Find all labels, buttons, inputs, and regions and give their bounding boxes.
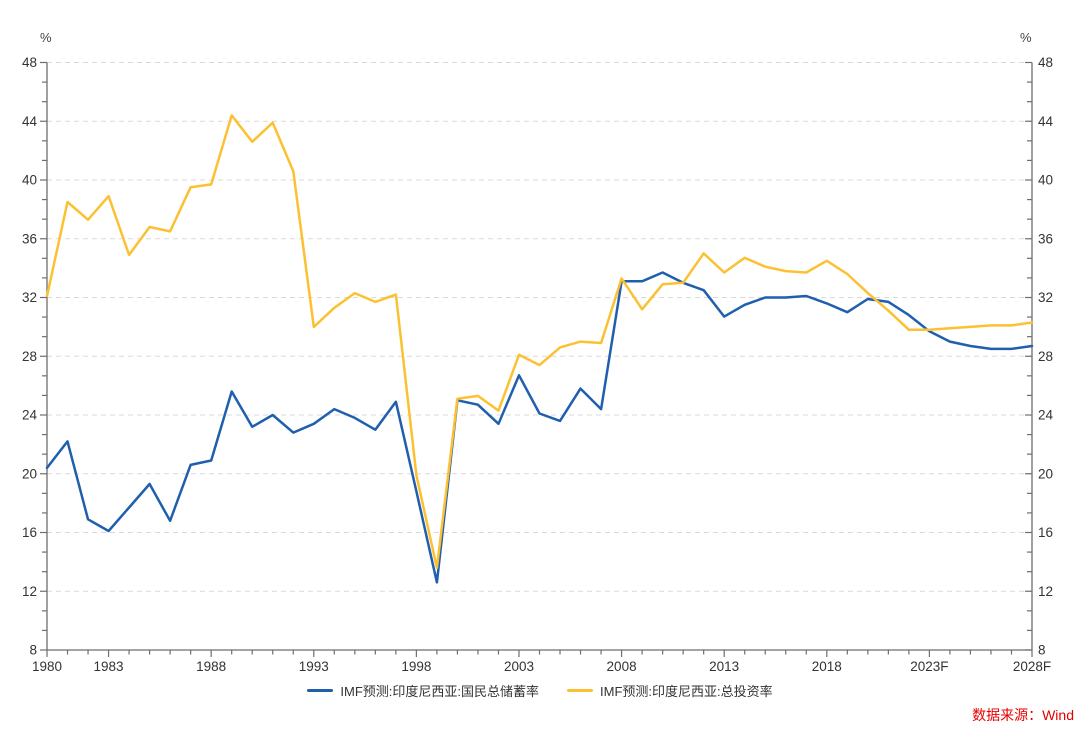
svg-text:36: 36	[22, 231, 37, 246]
svg-text:2013: 2013	[709, 659, 739, 674]
legend-line-swatch-blue-icon	[307, 689, 334, 692]
svg-text:36: 36	[1038, 231, 1053, 246]
svg-text:12: 12	[1038, 584, 1053, 599]
line-chart-canvas: 8 8 12 12 16 16 20 20 24 24 28 28 32 32 36 36 40 40 44 44 48…	[22, 55, 1054, 674]
svg-text:2018: 2018	[812, 659, 842, 674]
svg-text:1980: 1980	[32, 659, 62, 674]
svg-text:28: 28	[1038, 349, 1053, 364]
svg-text:28: 28	[22, 349, 37, 364]
svg-text:2008: 2008	[607, 659, 637, 674]
svg-text:8: 8	[29, 643, 37, 658]
svg-text:44: 44	[1038, 114, 1054, 129]
legend-line-swatch-yellow-icon	[567, 689, 593, 692]
svg-text:2028F: 2028F	[1013, 659, 1051, 674]
data-source-note: 数据来源：Wind	[972, 707, 1074, 723]
svg-text:40: 40	[22, 173, 37, 188]
legend-item-savings-rate: IMF预测:印度尼西亚:国民总储蓄率	[307, 681, 539, 700]
svg-text:48: 48	[22, 55, 37, 70]
svg-text:32: 32	[22, 290, 37, 305]
svg-text:1998: 1998	[401, 659, 431, 674]
svg-text:24: 24	[22, 408, 38, 423]
svg-text:32: 32	[1038, 290, 1053, 305]
y-axis-unit-right: %	[1020, 30, 1032, 45]
legend-item-investment-rate: IMF预测:印度尼西亚:总投资率	[567, 681, 773, 700]
legend-label-savings-rate: IMF预测:印度尼西亚:国民总储蓄率	[340, 684, 539, 699]
svg-text:8: 8	[1038, 643, 1046, 658]
svg-text:1993: 1993	[299, 659, 329, 674]
svg-text:24: 24	[1038, 408, 1054, 423]
svg-text:1983: 1983	[94, 659, 124, 674]
svg-text:16: 16	[1038, 525, 1053, 540]
svg-text:20: 20	[22, 466, 37, 481]
svg-text:40: 40	[1038, 173, 1053, 188]
svg-text:2003: 2003	[504, 659, 534, 674]
y-axis-unit-left: %	[40, 30, 52, 45]
svg-text:44: 44	[22, 114, 38, 129]
svg-text:20: 20	[1038, 466, 1053, 481]
svg-text:48: 48	[1038, 55, 1053, 70]
svg-text:1988: 1988	[196, 659, 226, 674]
legend: IMF预测:印度尼西亚:国民总储蓄率 IMF预测:印度尼西亚:总投资率	[0, 681, 1080, 700]
svg-text:2023F: 2023F	[910, 659, 948, 674]
legend-label-investment-rate: IMF预测:印度尼西亚:总投资率	[600, 684, 773, 699]
svg-text:16: 16	[22, 525, 37, 540]
svg-text:12: 12	[22, 584, 37, 599]
